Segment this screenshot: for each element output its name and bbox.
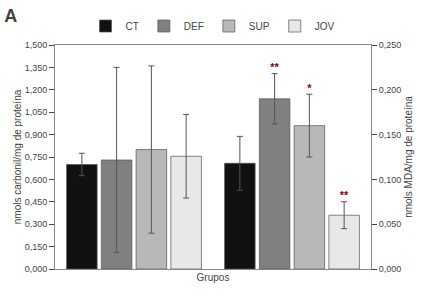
svg-text:0,600: 0,600 [25, 175, 48, 185]
svg-text:0,150: 0,150 [379, 130, 402, 140]
svg-text:nmols MDA/mg de proteína: nmols MDA/mg de proteína [403, 96, 414, 218]
svg-text:DEF: DEF [184, 21, 204, 32]
svg-text:1,500: 1,500 [25, 40, 48, 50]
svg-text:**: ** [270, 61, 279, 73]
svg-text:1,200: 1,200 [25, 85, 48, 95]
svg-text:**: ** [340, 189, 349, 201]
svg-text:1,350: 1,350 [25, 63, 48, 73]
svg-text:0,050: 0,050 [379, 219, 402, 229]
svg-text:*: * [307, 82, 312, 94]
svg-text:0,750: 0,750 [25, 152, 48, 162]
svg-text:1,050: 1,050 [25, 107, 48, 117]
svg-text:0,250: 0,250 [379, 40, 402, 50]
svg-text:CT: CT [126, 21, 139, 32]
svg-text:SUP: SUP [249, 21, 270, 32]
svg-text:JOV: JOV [315, 21, 335, 32]
svg-text:0,200: 0,200 [379, 85, 402, 95]
svg-text:0,450: 0,450 [25, 197, 48, 207]
svg-text:nmols carbonil/mg de proteína: nmols carbonil/mg de proteína [12, 89, 23, 224]
svg-text:0,000: 0,000 [379, 264, 402, 274]
svg-text:0,150: 0,150 [25, 242, 48, 252]
svg-text:A: A [4, 6, 17, 26]
svg-text:0,100: 0,100 [379, 175, 402, 185]
svg-text:Grupos: Grupos [197, 272, 230, 283]
svg-text:0,000: 0,000 [25, 264, 48, 274]
svg-text:0,900: 0,900 [25, 130, 48, 140]
svg-text:0,300: 0,300 [25, 219, 48, 229]
